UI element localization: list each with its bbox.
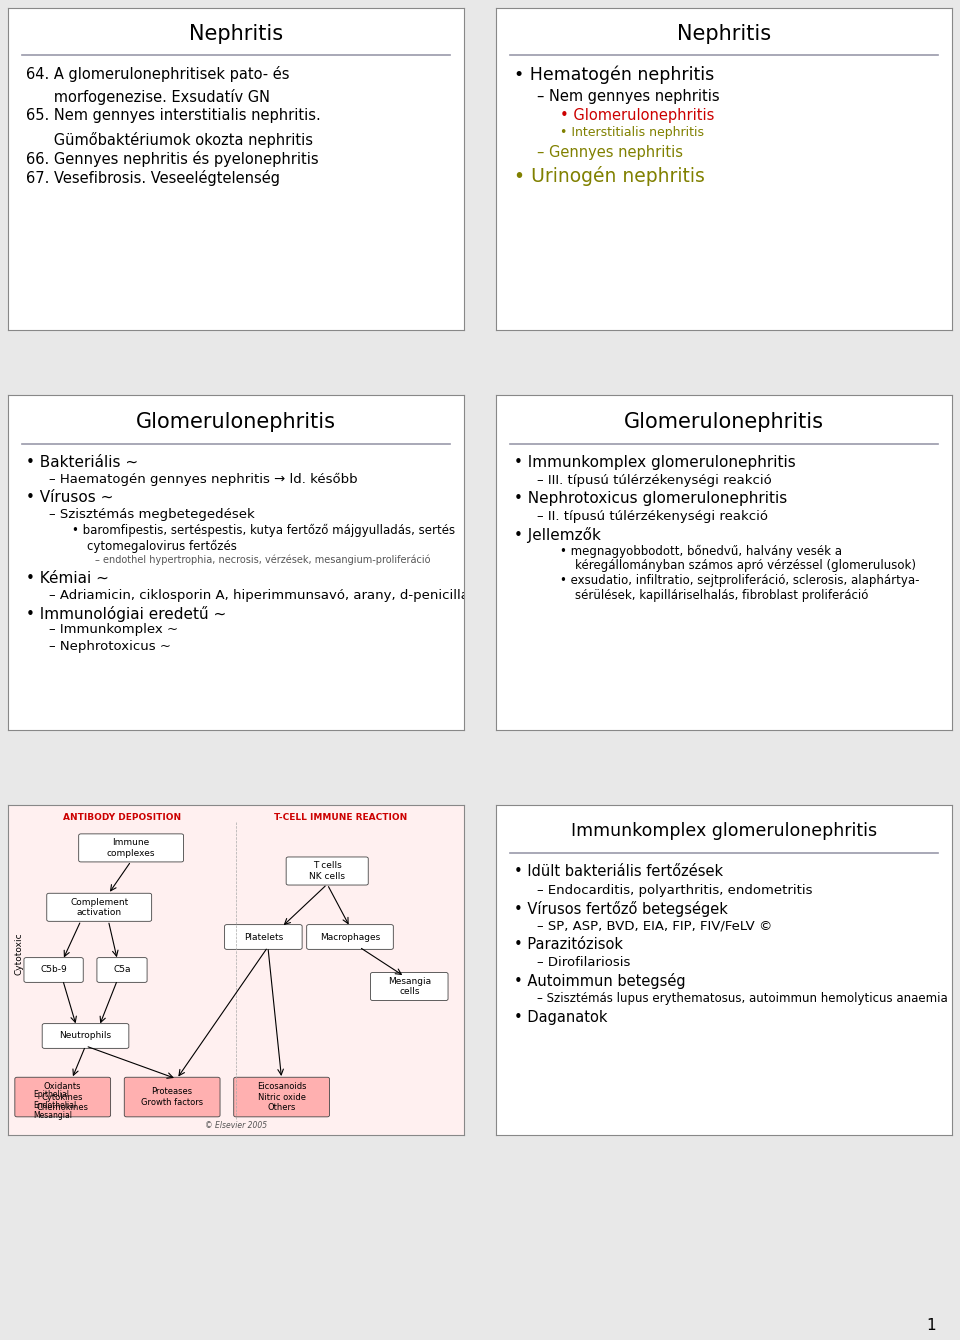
Text: T-CELL IMMUNE REACTION: T-CELL IMMUNE REACTION [275, 813, 407, 823]
Text: – III. típusú túlérzékenységi reakció: – III. típusú túlérzékenységi reakció [537, 474, 772, 486]
Text: cytomegalovirus fertőzés: cytomegalovirus fertőzés [72, 540, 237, 553]
Text: ANTIBODY DEPOSITION: ANTIBODY DEPOSITION [63, 813, 181, 823]
Text: • Kémiai ~: • Kémiai ~ [26, 571, 109, 586]
FancyBboxPatch shape [79, 833, 183, 862]
Text: Neutrophils: Neutrophils [60, 1032, 111, 1040]
Text: • Glomerulonephritis: • Glomerulonephritis [560, 107, 714, 123]
Text: • Bakteriális ~: • Bakteriális ~ [26, 456, 138, 470]
Text: morfogenezise. Exsudatív GN: morfogenezise. Exsudatív GN [26, 90, 271, 105]
Text: • Nephrotoxicus glomerulonephritis: • Nephrotoxicus glomerulonephritis [515, 492, 787, 507]
Text: Complement
activation: Complement activation [70, 898, 129, 917]
Text: Macrophages: Macrophages [320, 933, 380, 942]
Text: • Jellemzők: • Jellemzők [515, 527, 601, 543]
Text: Gümőbaktériumok okozta nephritis: Gümőbaktériumok okozta nephritis [26, 131, 313, 147]
Text: Oxidants
Cytokines
Chemokines: Oxidants Cytokines Chemokines [36, 1083, 88, 1112]
Text: 64. A glomerulonephritisek pato- és: 64. A glomerulonephritisek pato- és [26, 66, 290, 82]
Text: C5a: C5a [113, 966, 131, 974]
Text: © Elsevier 2005: © Elsevier 2005 [204, 1122, 267, 1130]
Text: 1: 1 [926, 1319, 936, 1333]
Text: • Immunológiai eredetű ~: • Immunológiai eredetű ~ [26, 606, 227, 622]
Text: kéregállományban számos apró vérzéssel (glomerulusok): kéregállományban számos apró vérzéssel (… [560, 559, 916, 572]
Text: Cytotoxic: Cytotoxic [15, 933, 24, 974]
Text: • exsudatio, infiltratio, sejtproliferáció, sclerosis, alaphártya-: • exsudatio, infiltratio, sejtproliferác… [560, 574, 920, 587]
Text: • Immunkomplex glomerulonephritis: • Immunkomplex glomerulonephritis [515, 456, 796, 470]
Text: Nephritis: Nephritis [189, 24, 283, 44]
Text: – II. típusú túlérzékenységi reakció: – II. típusú túlérzékenységi reakció [537, 509, 768, 523]
FancyBboxPatch shape [14, 1077, 110, 1116]
Text: sérülések, kapilláriselhalás, fibroblast proliferáció: sérülések, kapilláriselhalás, fibroblast… [560, 588, 868, 602]
Text: – Adriamicin, ciklosporin A, hiperimmunsavó, arany, d-penicillamin: – Adriamicin, ciklosporin A, hiperimmuns… [49, 588, 494, 602]
Text: • Vírusos ~: • Vírusos ~ [26, 490, 113, 505]
Text: – Gennyes nephritis: – Gennyes nephritis [537, 145, 684, 159]
Text: Proteases
Growth factors: Proteases Growth factors [141, 1087, 204, 1107]
Text: – Immunkomplex ~: – Immunkomplex ~ [49, 623, 179, 636]
FancyBboxPatch shape [306, 925, 394, 949]
Text: • baromfipestis, sertéspestis, kutya fertőző májgyulladás, sertés: • baromfipestis, sertéspestis, kutya fer… [72, 524, 455, 537]
FancyBboxPatch shape [371, 973, 448, 1001]
Text: – endothel hypertrophia, necrosis, vérzések, mesangium-proliferáció: – endothel hypertrophia, necrosis, vérzé… [95, 555, 430, 565]
FancyBboxPatch shape [124, 1077, 220, 1116]
Text: 66. Gennyes nephritis és pyelonephritis: 66. Gennyes nephritis és pyelonephritis [26, 151, 319, 168]
FancyBboxPatch shape [225, 925, 302, 949]
Text: – SP, ASP, BVD, EIA, FIP, FIV/FeLV ©: – SP, ASP, BVD, EIA, FIP, FIV/FeLV © [537, 919, 773, 933]
FancyBboxPatch shape [97, 958, 147, 982]
Text: – Szisztémás lupus erythematosus, autoimmun hemolyticus anaemia: – Szisztémás lupus erythematosus, autoim… [537, 993, 948, 1005]
Text: • Vírusos fertőző betegségek: • Vírusos fertőző betegségek [515, 900, 728, 917]
Text: – Haematogén gennyes nephritis → ld. később: – Haematogén gennyes nephritis → ld. kés… [49, 473, 358, 486]
Text: C5b-9: C5b-9 [40, 966, 67, 974]
Text: 65. Nem gennyes interstitialis nephritis.: 65. Nem gennyes interstitialis nephritis… [26, 109, 321, 123]
FancyBboxPatch shape [286, 858, 369, 884]
Text: Nephritis: Nephritis [677, 24, 771, 44]
FancyBboxPatch shape [233, 1077, 329, 1116]
Text: • Autoimmun betegség: • Autoimmun betegség [515, 973, 685, 989]
Text: Epithelial
Endothelial
Mesangial: Epithelial Endothelial Mesangial [33, 1091, 77, 1120]
FancyBboxPatch shape [24, 958, 84, 982]
Text: – Nephrotoxicus ~: – Nephrotoxicus ~ [49, 639, 171, 653]
Text: • megnagyobbodott, bőnedvű, halvány vesék a: • megnagyobbodott, bőnedvű, halvány vesé… [560, 544, 842, 557]
Text: – Endocarditis, polyarthritis, endometritis: – Endocarditis, polyarthritis, endometri… [537, 883, 812, 896]
Text: Immunkomplex glomerulonephritis: Immunkomplex glomerulonephritis [571, 821, 877, 839]
Text: • Parazitózisok: • Parazitózisok [515, 937, 623, 951]
FancyBboxPatch shape [42, 1024, 129, 1048]
Text: T cells
NK cells: T cells NK cells [309, 862, 346, 880]
Text: • Urinogén nephritis: • Urinogén nephritis [515, 166, 705, 186]
Text: Glomerulonephritis: Glomerulonephritis [136, 411, 336, 431]
Text: • Hematogén nephritis: • Hematogén nephritis [515, 66, 714, 84]
Text: – Szisztémás megbetegedések: – Szisztémás megbetegedések [49, 508, 254, 520]
Text: Eicosanoids
Nitric oxide
Others: Eicosanoids Nitric oxide Others [257, 1083, 306, 1112]
Text: Immune
complexes: Immune complexes [107, 839, 156, 858]
Text: Mesangia
cells: Mesangia cells [388, 977, 431, 996]
Text: 67. Vesefibrosis. Veseelégtelenség: 67. Vesefibrosis. Veseelégtelenség [26, 170, 280, 186]
FancyBboxPatch shape [47, 894, 152, 922]
Text: Platelets: Platelets [244, 933, 283, 942]
Text: • Idült bakteriális fertőzések: • Idült bakteriális fertőzések [515, 864, 724, 879]
Text: – Nem gennyes nephritis: – Nem gennyes nephritis [537, 88, 720, 103]
Text: Glomerulonephritis: Glomerulonephritis [624, 411, 824, 431]
Text: – Dirofilariosis: – Dirofilariosis [537, 957, 631, 969]
Text: • Daganatok: • Daganatok [515, 1009, 608, 1025]
Text: • Interstitialis nephritis: • Interstitialis nephritis [560, 126, 704, 138]
